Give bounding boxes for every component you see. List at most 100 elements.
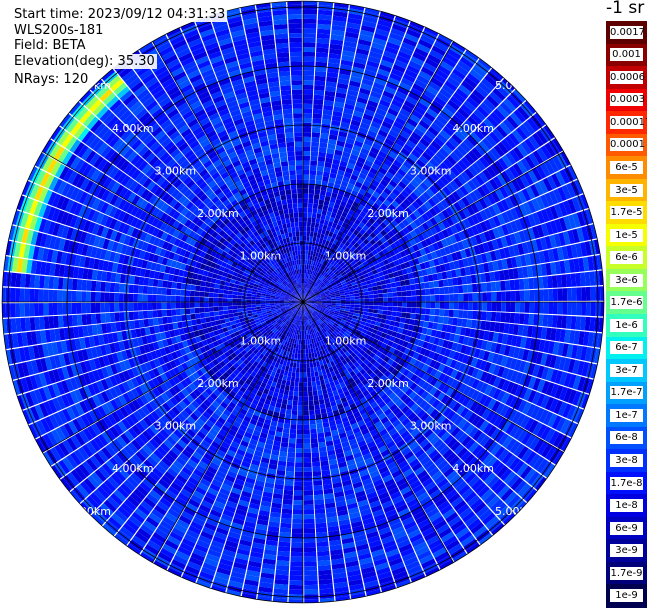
beta-gate [303,245,306,250]
beta-gate [556,275,562,288]
beta-gate [319,147,327,153]
beta-gate [467,284,472,292]
beta-gate [369,298,374,301]
beta-gate [372,286,377,290]
beta-gate [316,57,328,63]
beta-gate [314,194,320,199]
beta-gate [309,410,315,415]
beta-gate [303,236,306,241]
beta-gate [311,137,319,142]
beta-gate [294,481,303,486]
beta-gate [303,198,308,203]
beta-gate [303,71,314,76]
beta-gate [289,391,294,396]
beta-gate [496,292,501,302]
beta-gate [355,305,360,308]
beta-gate [395,317,400,322]
beta-gate [519,279,525,290]
beta-gate [303,175,309,180]
beta-gate [581,287,586,301]
beta-gate [318,394,323,399]
beta-gate [280,384,285,390]
beta-gate [295,458,303,463]
beta-gate [385,279,391,284]
beta-gate [373,290,378,294]
beta-gate [440,295,445,302]
beta-gate [313,104,323,109]
beta-gate [457,318,463,326]
beta-gate [309,189,315,194]
beta-gate [586,287,591,301]
beta-gate [311,218,316,223]
beta-gate [453,286,458,294]
beta-gate [313,232,317,237]
beta-gate [312,462,320,467]
beta-gate [303,212,307,217]
beta-gate [303,137,311,142]
beta-gate [448,317,454,325]
beta-gate [336,300,341,302]
beta-gate [491,282,496,292]
beta-gate [481,311,486,320]
beta-gate [281,437,288,443]
beta-gate [276,570,289,576]
beta-gate [467,311,472,319]
beta-gate [381,280,387,285]
beta-gate [387,311,392,316]
beta-gate [317,29,330,35]
beta-gate [378,289,383,293]
beta-gate [520,302,525,313]
beta-gate [393,302,398,307]
beta-gate [310,367,314,372]
beta-gate [411,302,416,307]
beta-gate [364,295,369,298]
beta-gate [529,302,534,313]
beta-gate [572,288,577,301]
beta-gate [558,288,563,301]
beta-gate [294,387,299,392]
beta-gate [397,302,402,307]
beta-gate [410,313,415,319]
beta-gate [318,437,325,443]
beta-gate [401,286,406,291]
beta-gate [303,184,309,189]
beta-gate [279,456,287,462]
beta-gate [308,208,313,213]
beta-gate [434,316,440,323]
beta-gate [287,376,292,381]
beta-gate [313,485,322,490]
beta-gate [304,458,312,463]
beta-gate [529,290,534,301]
beta-gate [308,349,311,354]
beta-gate [318,152,326,158]
beta-gate [304,590,318,595]
beta-gate [305,264,307,269]
beta-gate [280,408,286,414]
beta-gate [303,165,310,170]
beta-gate [562,302,567,315]
beta-gate [439,309,444,316]
beta-gate [297,415,303,420]
beta-gate [303,28,316,33]
beta-gate [320,190,326,196]
beta-gate [319,224,324,229]
beta-gate [284,423,291,428]
beta-gate [303,335,305,340]
beta-gate [319,199,325,205]
beta-gate [303,344,305,349]
beta-gate [299,382,303,387]
beta-gate [308,250,311,255]
beta-gate [303,85,313,90]
beta-gate [296,443,303,448]
beta-gate [280,527,291,533]
beta-gate [505,313,510,323]
beta-gate [304,580,318,585]
beta-gate [319,447,327,453]
beta-gate [406,291,411,296]
beta-gate [299,335,301,340]
beta-gate [291,542,303,547]
beta-gate [383,298,388,302]
beta-gate [303,208,308,213]
beta-gate [543,302,548,314]
beta-gate [303,189,308,194]
